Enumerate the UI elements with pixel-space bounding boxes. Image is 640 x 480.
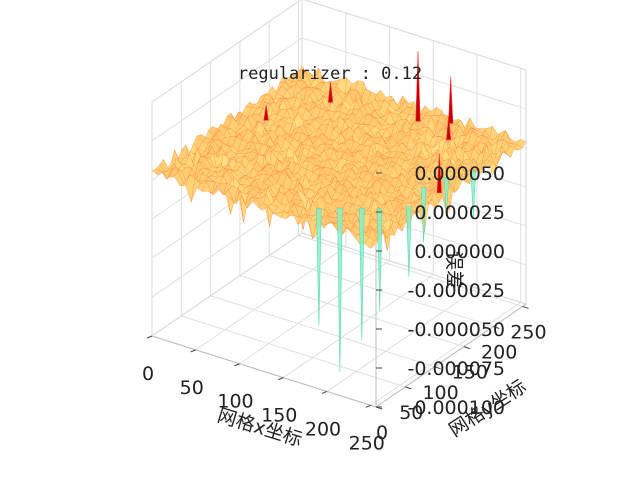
x-axis-line bbox=[151, 335, 377, 408]
z-grid-line bbox=[151, 232, 527, 337]
dip-mark bbox=[316, 208, 322, 326]
y-tick-mark bbox=[463, 346, 471, 350]
dip-mark bbox=[443, 177, 450, 217]
spike-mark bbox=[436, 153, 442, 193]
z-tick-label: -0.000025 bbox=[407, 280, 505, 302]
z-grid-line bbox=[151, 0, 527, 103]
y-tick-mark bbox=[434, 366, 441, 370]
dip-mark bbox=[420, 187, 427, 243]
x-tick-label: 100 bbox=[217, 391, 253, 413]
z-axis-label: 误差 bbox=[443, 251, 465, 289]
spike-marks bbox=[263, 51, 477, 373]
y-axis-line bbox=[375, 303, 527, 408]
spike-mark bbox=[327, 82, 334, 103]
z-tick-label: -0.000075 bbox=[407, 358, 505, 380]
dip-mark bbox=[359, 207, 365, 341]
x-tick-mark bbox=[365, 404, 371, 408]
surface-mesh bbox=[151, 64, 527, 251]
x-tick-mark bbox=[321, 391, 328, 394]
x-tick-label: 50 bbox=[180, 377, 204, 399]
z-tick-label: 0.000025 bbox=[414, 202, 505, 224]
chart-title: regularizer : 0.12 bbox=[238, 64, 422, 84]
y-tick-mark bbox=[522, 305, 529, 309]
dip-mark bbox=[376, 208, 383, 311]
dip-mark bbox=[337, 207, 343, 373]
spike-mark bbox=[415, 51, 421, 122]
z-tick-label: -0.000050 bbox=[407, 319, 505, 341]
spike-mark bbox=[448, 76, 454, 124]
y-tick-mark bbox=[493, 326, 500, 330]
dip-mark bbox=[470, 170, 477, 218]
x-tick-mark bbox=[234, 363, 240, 367]
z-tick-label: 0.000050 bbox=[414, 163, 505, 185]
y-tick-mark bbox=[405, 386, 412, 390]
dip-mark bbox=[406, 206, 412, 277]
x-tick-mark bbox=[190, 349, 196, 353]
z-tick-label: 0.000000 bbox=[414, 241, 505, 263]
x-tick-label: 150 bbox=[261, 405, 297, 427]
axis-ticks: 0501001502002500501001502002500.0000500.… bbox=[142, 163, 547, 454]
y-tick-label: 150 bbox=[452, 362, 488, 384]
spike-mark bbox=[446, 116, 452, 141]
x-tick-mark bbox=[278, 377, 284, 381]
z-tick-label: -0.000100 bbox=[407, 397, 505, 419]
x-tick-label: 200 bbox=[305, 418, 341, 440]
y-tick-label: 100 bbox=[422, 382, 458, 404]
x-tick-label: 250 bbox=[349, 432, 385, 454]
x-tick-label: 0 bbox=[142, 363, 154, 385]
y-tick-label: 0 bbox=[376, 422, 388, 444]
y-tick-label: 250 bbox=[510, 321, 546, 343]
x-tick-mark bbox=[146, 335, 153, 339]
y-tick-label: 50 bbox=[399, 402, 423, 424]
spike-mark bbox=[263, 104, 269, 121]
y-tick-label: 200 bbox=[481, 342, 517, 364]
